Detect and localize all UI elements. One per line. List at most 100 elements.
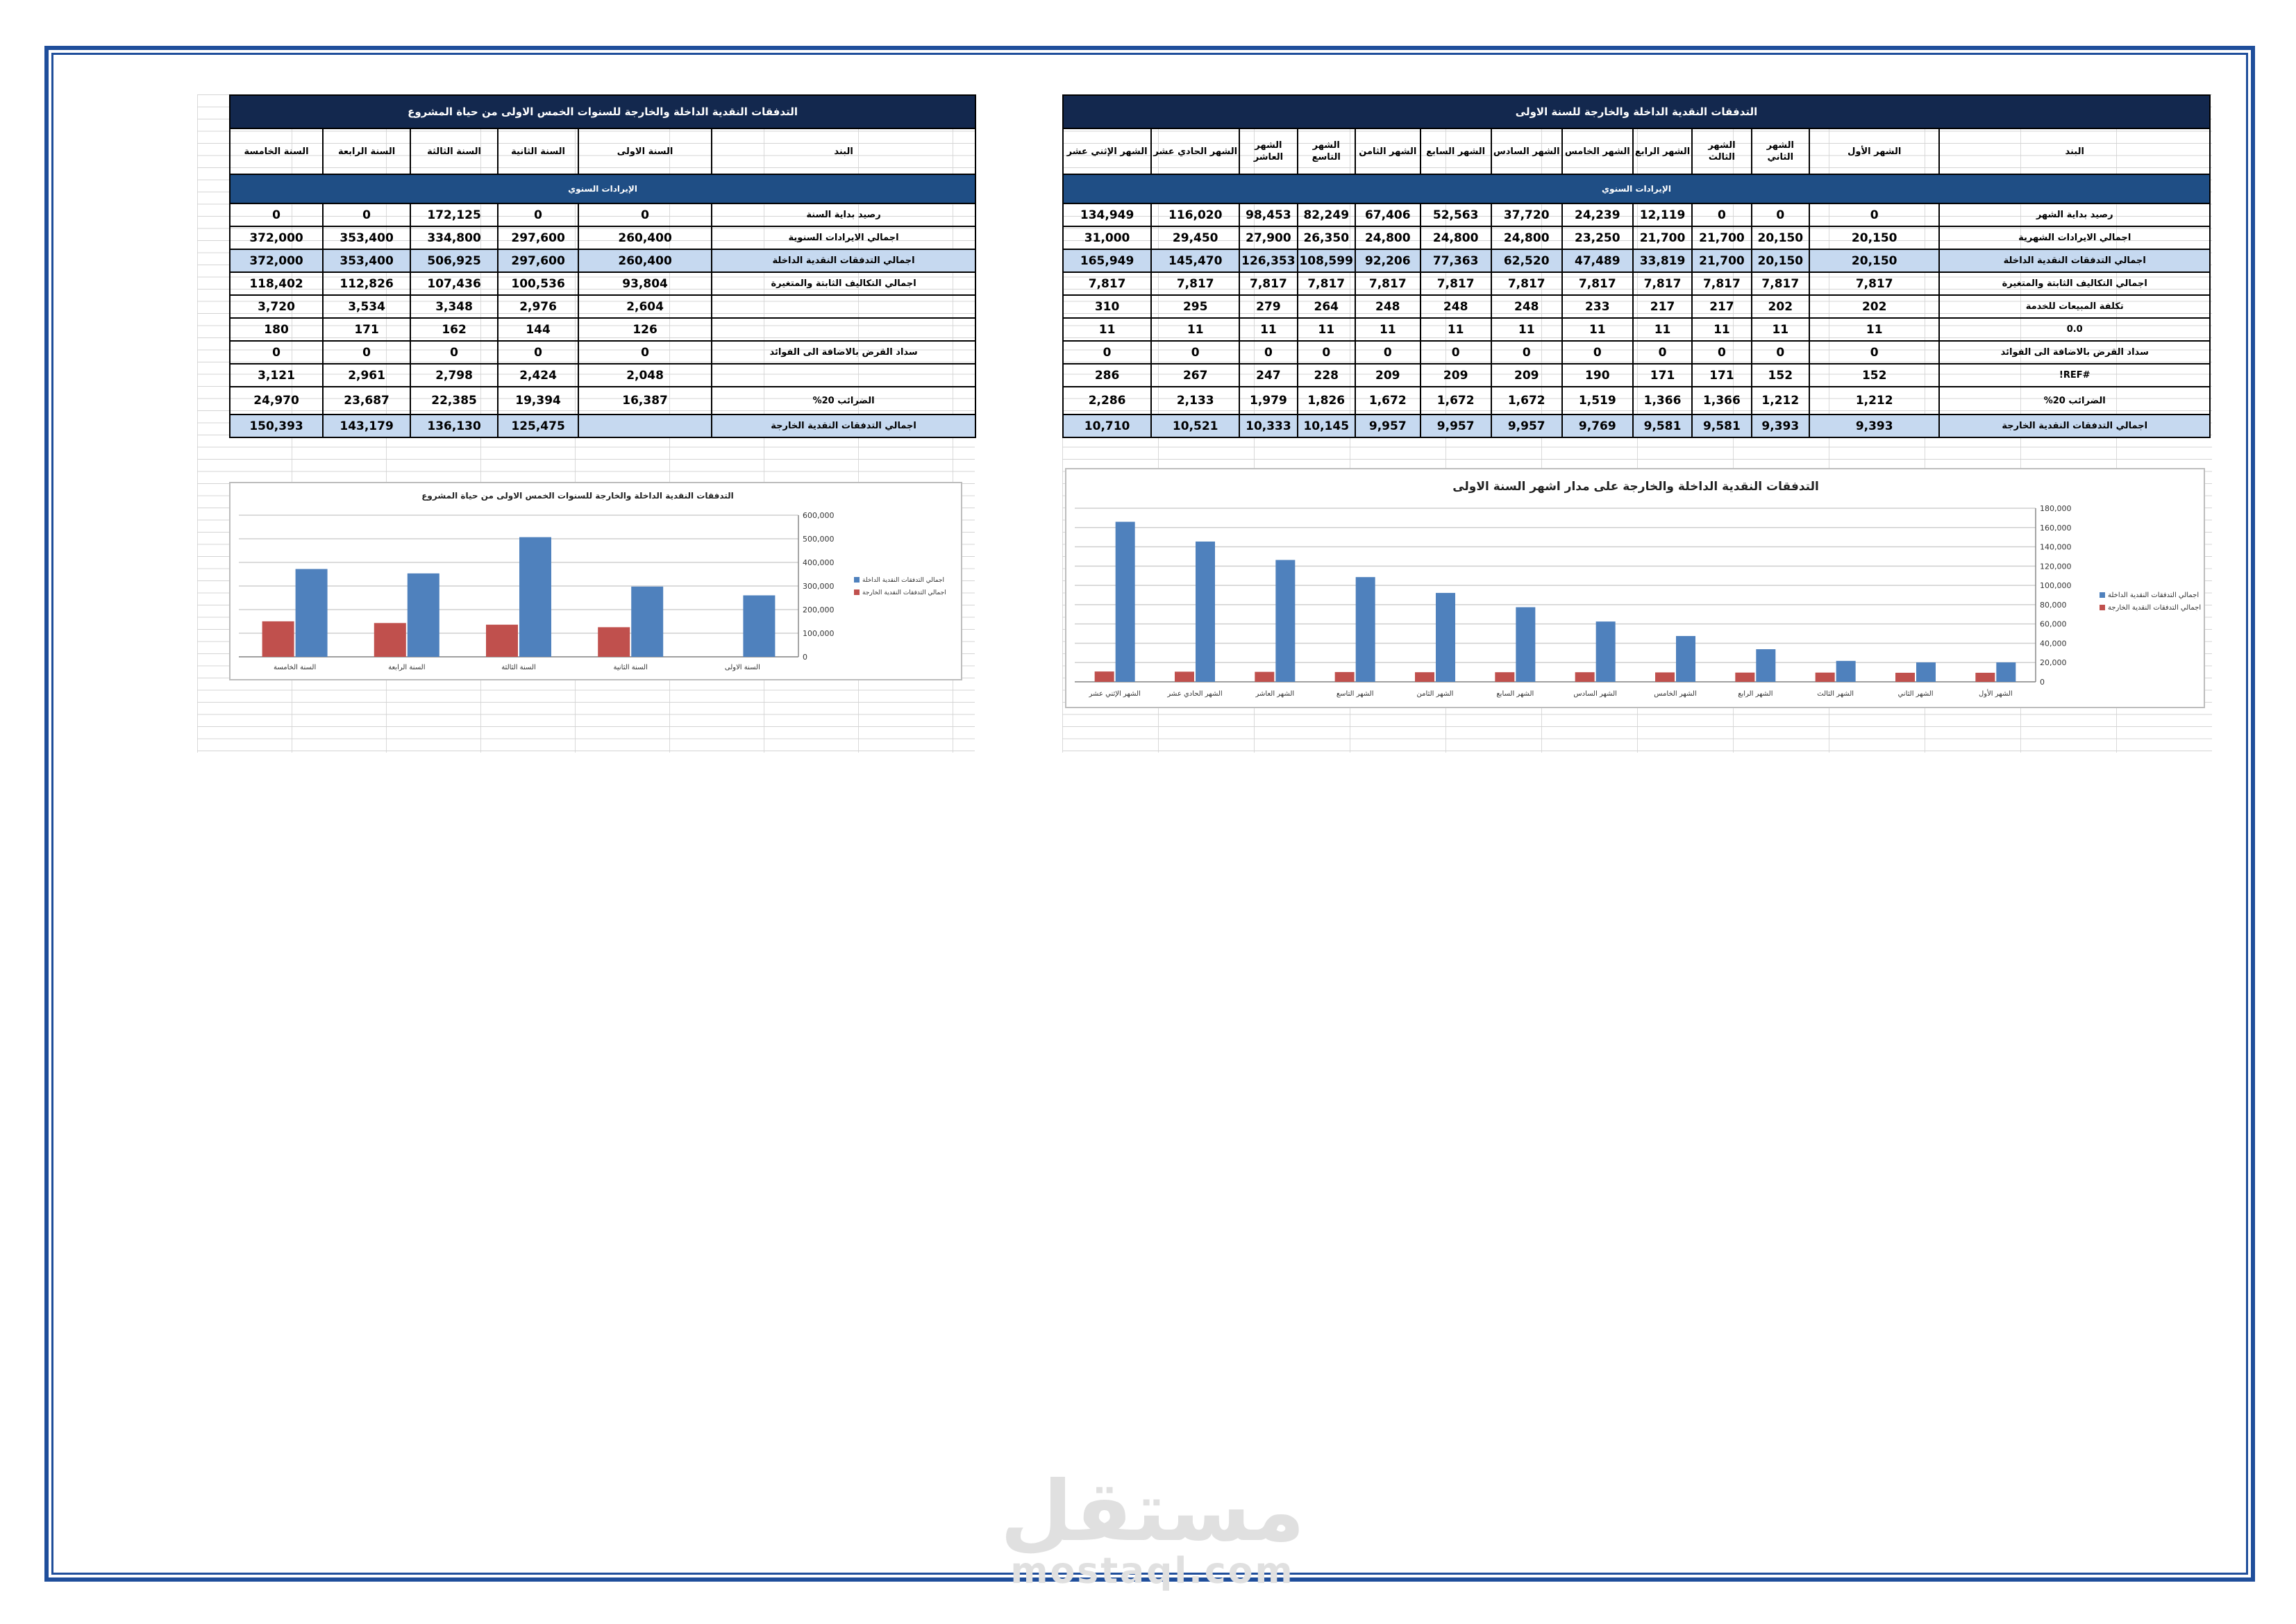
table-cell: 0 — [1354, 340, 1421, 365]
bar-outflow — [1094, 671, 1114, 682]
monthly-header-11: الشهر الحادي عشر — [1150, 128, 1241, 175]
table-cell: 217 — [1691, 294, 1752, 319]
table-cell: 19,394 — [497, 386, 580, 415]
table-cell: 11 — [1354, 317, 1421, 342]
row-label: رصيد بداية السنة — [711, 203, 977, 227]
table-cell: 7,817 — [1419, 271, 1492, 296]
monthly-chart-svg: التدفقات النقدية الداخلة والخارجة على مد… — [1075, 480, 2201, 698]
table-cell: 20,150 — [1808, 249, 1941, 273]
table-cell: 33,819 — [1632, 249, 1693, 273]
y-tick-label: 300,000 — [803, 582, 835, 591]
table-cell: 506,925 — [410, 249, 499, 273]
table-cell: 11 — [1632, 317, 1693, 342]
table-row: اجمالي التدفقات النقدية الخارجة 9,393 9,39… — [1062, 414, 2211, 438]
table-row: 126 144 162 171 180 — [228, 317, 977, 342]
y-tick-label: 0 — [803, 653, 807, 662]
table-cell: 0 — [578, 340, 713, 365]
table-cell: 1,212 — [1808, 386, 1941, 415]
table-cell: 2,961 — [322, 363, 412, 387]
table-cell: 9,957 — [1354, 414, 1421, 438]
x-tick-label: الشهر السابع — [1496, 690, 1534, 698]
table-cell: 353,400 — [322, 249, 412, 273]
table-cell: 180 — [228, 317, 324, 342]
table-cell: 0 — [1150, 340, 1241, 365]
y-tick-label: 60,000 — [2040, 620, 2067, 629]
table-cell: 172,125 — [410, 203, 499, 227]
table-cell: 7,817 — [1296, 271, 1356, 296]
table-cell — [578, 414, 713, 438]
table-cell: 7,817 — [1750, 271, 1810, 296]
y-tick-label: 180,000 — [2040, 504, 2072, 513]
table-cell: 11 — [1150, 317, 1241, 342]
table-cell: 20,150 — [1750, 226, 1810, 250]
table-cell: 209 — [1354, 363, 1421, 387]
legend-swatch — [854, 577, 860, 583]
row-label: اجمالي التدفقات النقدية الخارجة — [711, 414, 977, 438]
table-cell: 295 — [1150, 294, 1241, 319]
table-cell: 152 — [1808, 363, 1941, 387]
table-cell: 7,817 — [1354, 271, 1421, 296]
x-tick-label: الشهر الحادي عشر — [1166, 690, 1222, 698]
table-cell: 21,700 — [1632, 226, 1693, 250]
table-cell: 0 — [1691, 340, 1752, 365]
table-cell: 52,563 — [1419, 203, 1492, 227]
bar-inflow — [1355, 577, 1375, 682]
table-cell: 228 — [1296, 363, 1356, 387]
table-row: 2,604 2,976 3,348 3,534 3,720 — [228, 294, 977, 319]
table-cell: 24,800 — [1490, 226, 1563, 250]
y-tick-label: 80,000 — [2040, 601, 2067, 610]
table-cell: 82,249 — [1296, 203, 1356, 227]
monthly-header-10: الشهر العاشر — [1239, 128, 1298, 175]
monthly-cashflow-chart: التدفقات النقدية الداخلة والخارجة على مد… — [1065, 468, 2205, 708]
table-cell: 310 — [1062, 294, 1153, 319]
table-cell: 29,450 — [1150, 226, 1241, 250]
bar-outflow — [262, 621, 294, 657]
table-cell: 7,817 — [1561, 271, 1634, 296]
y-tick-label: 160,000 — [2040, 524, 2072, 533]
yearly-table-title: التدفقات النقدية الداخلة والخارجة للسنوا… — [228, 94, 977, 129]
y-tick-label: 600,000 — [803, 511, 835, 520]
table-row: اجمالي التكاليف الثابتة والمتغيرة 93,804 1… — [228, 271, 977, 296]
table-row: الضرائب 20% 1,212 1,212 1,366 1,366 1,519 1,67… — [1062, 386, 2211, 415]
table-cell: 100,536 — [497, 271, 580, 296]
table-cell: 7,817 — [1062, 271, 1153, 296]
table-cell: 0 — [1296, 340, 1356, 365]
table-cell: 2,798 — [410, 363, 499, 387]
table-cell: 267 — [1150, 363, 1241, 387]
row-label: اجمالي الايرادات الشهرية — [1938, 226, 2211, 250]
yearly-header-2: السنة الثانية — [497, 128, 580, 175]
table-cell: 171 — [1632, 363, 1693, 387]
table-cell: 11 — [1561, 317, 1634, 342]
table-cell: 11 — [1239, 317, 1298, 342]
row-label — [711, 294, 977, 319]
bar-outflow — [1575, 672, 1595, 682]
table-cell: 67,406 — [1354, 203, 1421, 227]
table-cell: 23,687 — [322, 386, 412, 415]
table-cell: 16,387 — [578, 386, 713, 415]
table-cell: 126,353 — [1239, 249, 1298, 273]
row-label: رصيد بداية الشهر — [1938, 203, 2211, 227]
table-cell: 7,817 — [1239, 271, 1298, 296]
yearly-header-1: السنة الاولى — [578, 128, 713, 175]
table-cell: 209 — [1490, 363, 1563, 387]
x-tick-label: السنة الاولى — [725, 664, 760, 671]
table-cell: 23,250 — [1561, 226, 1634, 250]
table-cell: 7,817 — [1632, 271, 1693, 296]
bar-inflow — [1516, 607, 1536, 682]
table-row: اجمالي التدفقات النقدية الخارجة 125,475 13… — [228, 414, 977, 438]
row-label: سداد القرض بالاضافة الى الفوائد — [711, 340, 977, 365]
table-cell: 286 — [1062, 363, 1153, 387]
table-row: #REF! 152 152 171 171 190 209 209 209 228 247 267 28… — [1062, 363, 2211, 387]
bar-inflow — [1996, 662, 2016, 682]
bar-inflow — [519, 537, 551, 657]
y-tick-label: 20,000 — [2040, 658, 2067, 667]
table-cell: 10,145 — [1296, 414, 1356, 438]
table-cell: 334,800 — [410, 226, 499, 250]
table-row: اجمالي الايرادات السنوية 260,400 297,600 33… — [228, 226, 977, 250]
table-cell: 116,020 — [1150, 203, 1241, 227]
bar-inflow — [743, 595, 776, 657]
table-cell: 7,817 — [1691, 271, 1752, 296]
legend-entry: اجمالي التدفقات النقدية الخارجة — [2108, 604, 2201, 612]
table-cell: 353,400 — [322, 226, 412, 250]
table-cell: 2,133 — [1150, 386, 1241, 415]
